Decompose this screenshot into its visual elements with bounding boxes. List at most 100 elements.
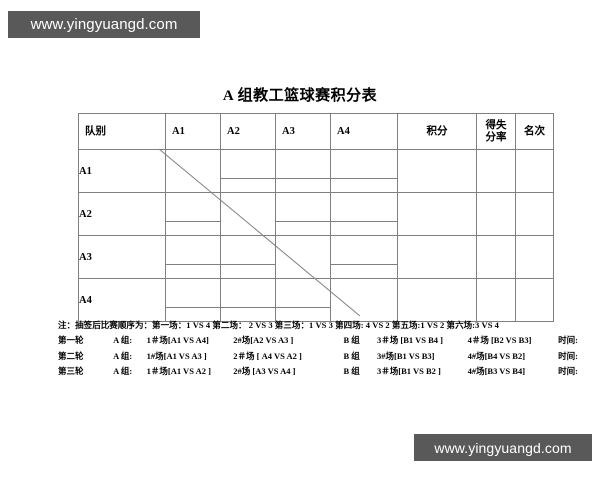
score-ratio-line-2: 分率 — [485, 131, 507, 143]
round-2-group-b: B 组 — [343, 350, 360, 361]
cell-sub-bottom[interactable] — [221, 179, 275, 192]
round-line-1: 第一轮 A 组: 1＃场[A1 VS A4] 2#场[A2 VS A3 ] B … — [58, 333, 578, 348]
cell-sub-bottom[interactable] — [166, 222, 220, 235]
cell-a3-rank[interactable] — [515, 235, 554, 279]
cell-a3-ratio[interactable] — [476, 235, 516, 279]
cell-sub-top[interactable] — [276, 150, 330, 179]
cell-a2-ratio[interactable] — [476, 192, 516, 236]
row-label-a3: A3 — [78, 235, 166, 279]
table-body: A1 — [78, 149, 554, 322]
cell-sub-bottom[interactable] — [221, 265, 275, 278]
cell-sub-top[interactable] — [331, 193, 397, 222]
round-1-label: 第一轮 — [58, 335, 84, 346]
cell-a1-points[interactable] — [397, 149, 477, 193]
cell-sub-top[interactable] — [166, 236, 220, 265]
cell-sub-bottom[interactable] — [331, 222, 397, 235]
cell-a3-a2[interactable] — [220, 235, 276, 279]
watermark-bottom: www.yingyuangd.com — [414, 434, 592, 461]
round-2-match-1: 1#场[A1 VS A3 ] — [146, 350, 207, 361]
column-header-rank: 名次 — [515, 113, 554, 150]
round-3-match-4: 4#场[B3 VS B4] — [467, 366, 526, 377]
cell-sub-top[interactable] — [276, 193, 330, 222]
cell-a4-a4[interactable] — [330, 278, 398, 322]
cell-a3-a1[interactable] — [165, 235, 221, 279]
column-header-a1: A1 — [165, 113, 221, 150]
cell-sub-bottom[interactable] — [166, 265, 220, 278]
cell-a2-points[interactable] — [397, 192, 477, 236]
cell-a4-a3[interactable] — [275, 278, 331, 322]
cell-sub-top[interactable] — [221, 279, 275, 308]
notes-section: 注：抽签后比赛顺序为：第一场：1 VS 4 第二场： 2 VS 3 第三场：1 … — [58, 318, 578, 380]
cell-a2-a2[interactable] — [220, 192, 276, 236]
column-header-score-ratio: 得失 分率 — [476, 113, 516, 150]
cell-sub-bottom[interactable] — [331, 179, 397, 192]
round-1-group-b: B 组 — [343, 335, 360, 346]
cell-a1-a4[interactable] — [330, 149, 398, 193]
cell-a3-points[interactable] — [397, 235, 477, 279]
round-2-match-3: 3#场[B1 VS B3] — [376, 350, 435, 361]
cell-sub-bottom[interactable] — [331, 265, 397, 278]
cell-a1-rank[interactable] — [515, 149, 554, 193]
cell-sub-top[interactable] — [166, 279, 220, 308]
round-2-label: 第二轮 — [58, 350, 84, 361]
table-row: A2 — [78, 192, 554, 236]
round-1-match-4: 4＃场 [B2 VS B3] — [467, 335, 532, 346]
round-3-group-b: B 组 — [343, 366, 360, 377]
round-2-group-a: A 组: — [113, 350, 133, 361]
cell-a4-a2[interactable] — [220, 278, 276, 322]
cell-a4-a1[interactable] — [165, 278, 221, 322]
cell-sub-top[interactable] — [221, 236, 275, 265]
cell-a1-ratio[interactable] — [476, 149, 516, 193]
row-label-a4: A4 — [78, 278, 166, 322]
cell-a1-a2[interactable] — [220, 149, 276, 193]
column-header-a3: A3 — [275, 113, 331, 150]
cell-sub-top[interactable] — [166, 193, 220, 222]
round-2-match-2: 2＃场 [ A4 VS A2 ] — [233, 350, 302, 361]
score-table: 队别 A1 A2 A3 A4 积分 得失 分率 名次 A1 — [78, 113, 554, 322]
round-2-time: 时间: — [558, 350, 578, 361]
cell-a4-rank[interactable] — [515, 278, 554, 322]
cell-a2-a3[interactable] — [275, 192, 331, 236]
cell-sub-top[interactable] — [331, 236, 397, 265]
cell-sub-top[interactable] — [166, 150, 220, 192]
cell-sub-top[interactable] — [276, 236, 330, 278]
cell-a4-points[interactable] — [397, 278, 477, 322]
cell-a1-a3[interactable] — [275, 149, 331, 193]
cell-sub-bottom[interactable] — [276, 179, 330, 192]
cell-sub-top[interactable] — [276, 279, 330, 308]
cell-sub-top[interactable] — [331, 279, 397, 321]
note-match-order: 注：抽签后比赛顺序为：第一场：1 VS 4 第二场： 2 VS 3 第三场：1 … — [58, 320, 499, 330]
cell-a3-a4[interactable] — [330, 235, 398, 279]
round-1-match-3: 3＃场 [B1 VS B4 ] — [376, 335, 443, 346]
watermark-top: www.yingyuangd.com — [8, 11, 200, 38]
cell-sub-top[interactable] — [221, 150, 275, 179]
round-1-group-a: A 组: — [113, 335, 133, 346]
table-row: A4 — [78, 278, 554, 322]
cell-a3-a3[interactable] — [275, 235, 331, 279]
round-1-match-1: 1＃场[A1 VS A4] — [146, 335, 209, 346]
round-3-match-2: 2#场 [A3 VS A4 ] — [233, 366, 296, 377]
cell-sub-top[interactable] — [221, 193, 275, 235]
round-1-match-2: 2#场[A2 VS A3 ] — [233, 335, 294, 346]
cell-a2-a4[interactable] — [330, 192, 398, 236]
cell-a2-a1[interactable] — [165, 192, 221, 236]
cell-a1-a1[interactable] — [165, 149, 221, 193]
table-header-row: 队别 A1 A2 A3 A4 积分 得失 分率 名次 — [78, 113, 554, 150]
score-ratio-line-1: 得失 — [485, 119, 507, 131]
table-header: 队别 A1 A2 A3 A4 积分 得失 分率 名次 — [78, 113, 554, 150]
cell-a2-rank[interactable] — [515, 192, 554, 236]
cell-sub-bottom[interactable] — [276, 222, 330, 235]
round-1-time: 时间: — [558, 335, 578, 346]
score-table-container: 队别 A1 A2 A3 A4 积分 得失 分率 名次 A1 — [78, 113, 554, 322]
cell-a4-ratio[interactable] — [476, 278, 516, 322]
row-label-a1: A1 — [78, 149, 166, 193]
table-row: A1 — [78, 149, 554, 193]
round-3-match-1: 1＃场[A1 VS A2 ] — [146, 366, 211, 377]
column-header-a2: A2 — [220, 113, 276, 150]
column-header-a4: A4 — [330, 113, 398, 150]
round-line-3: 第三轮 A 组: 1＃场[A1 VS A2 ] 2#场 [A3 VS A4 ] … — [58, 364, 578, 379]
table-row: A3 — [78, 235, 554, 279]
round-3-time: 时间: — [558, 366, 578, 377]
round-line-2: 第二轮 A 组: 1#场[A1 VS A3 ] 2＃场 [ A4 VS A2 ]… — [58, 349, 578, 364]
cell-sub-top[interactable] — [331, 150, 397, 179]
